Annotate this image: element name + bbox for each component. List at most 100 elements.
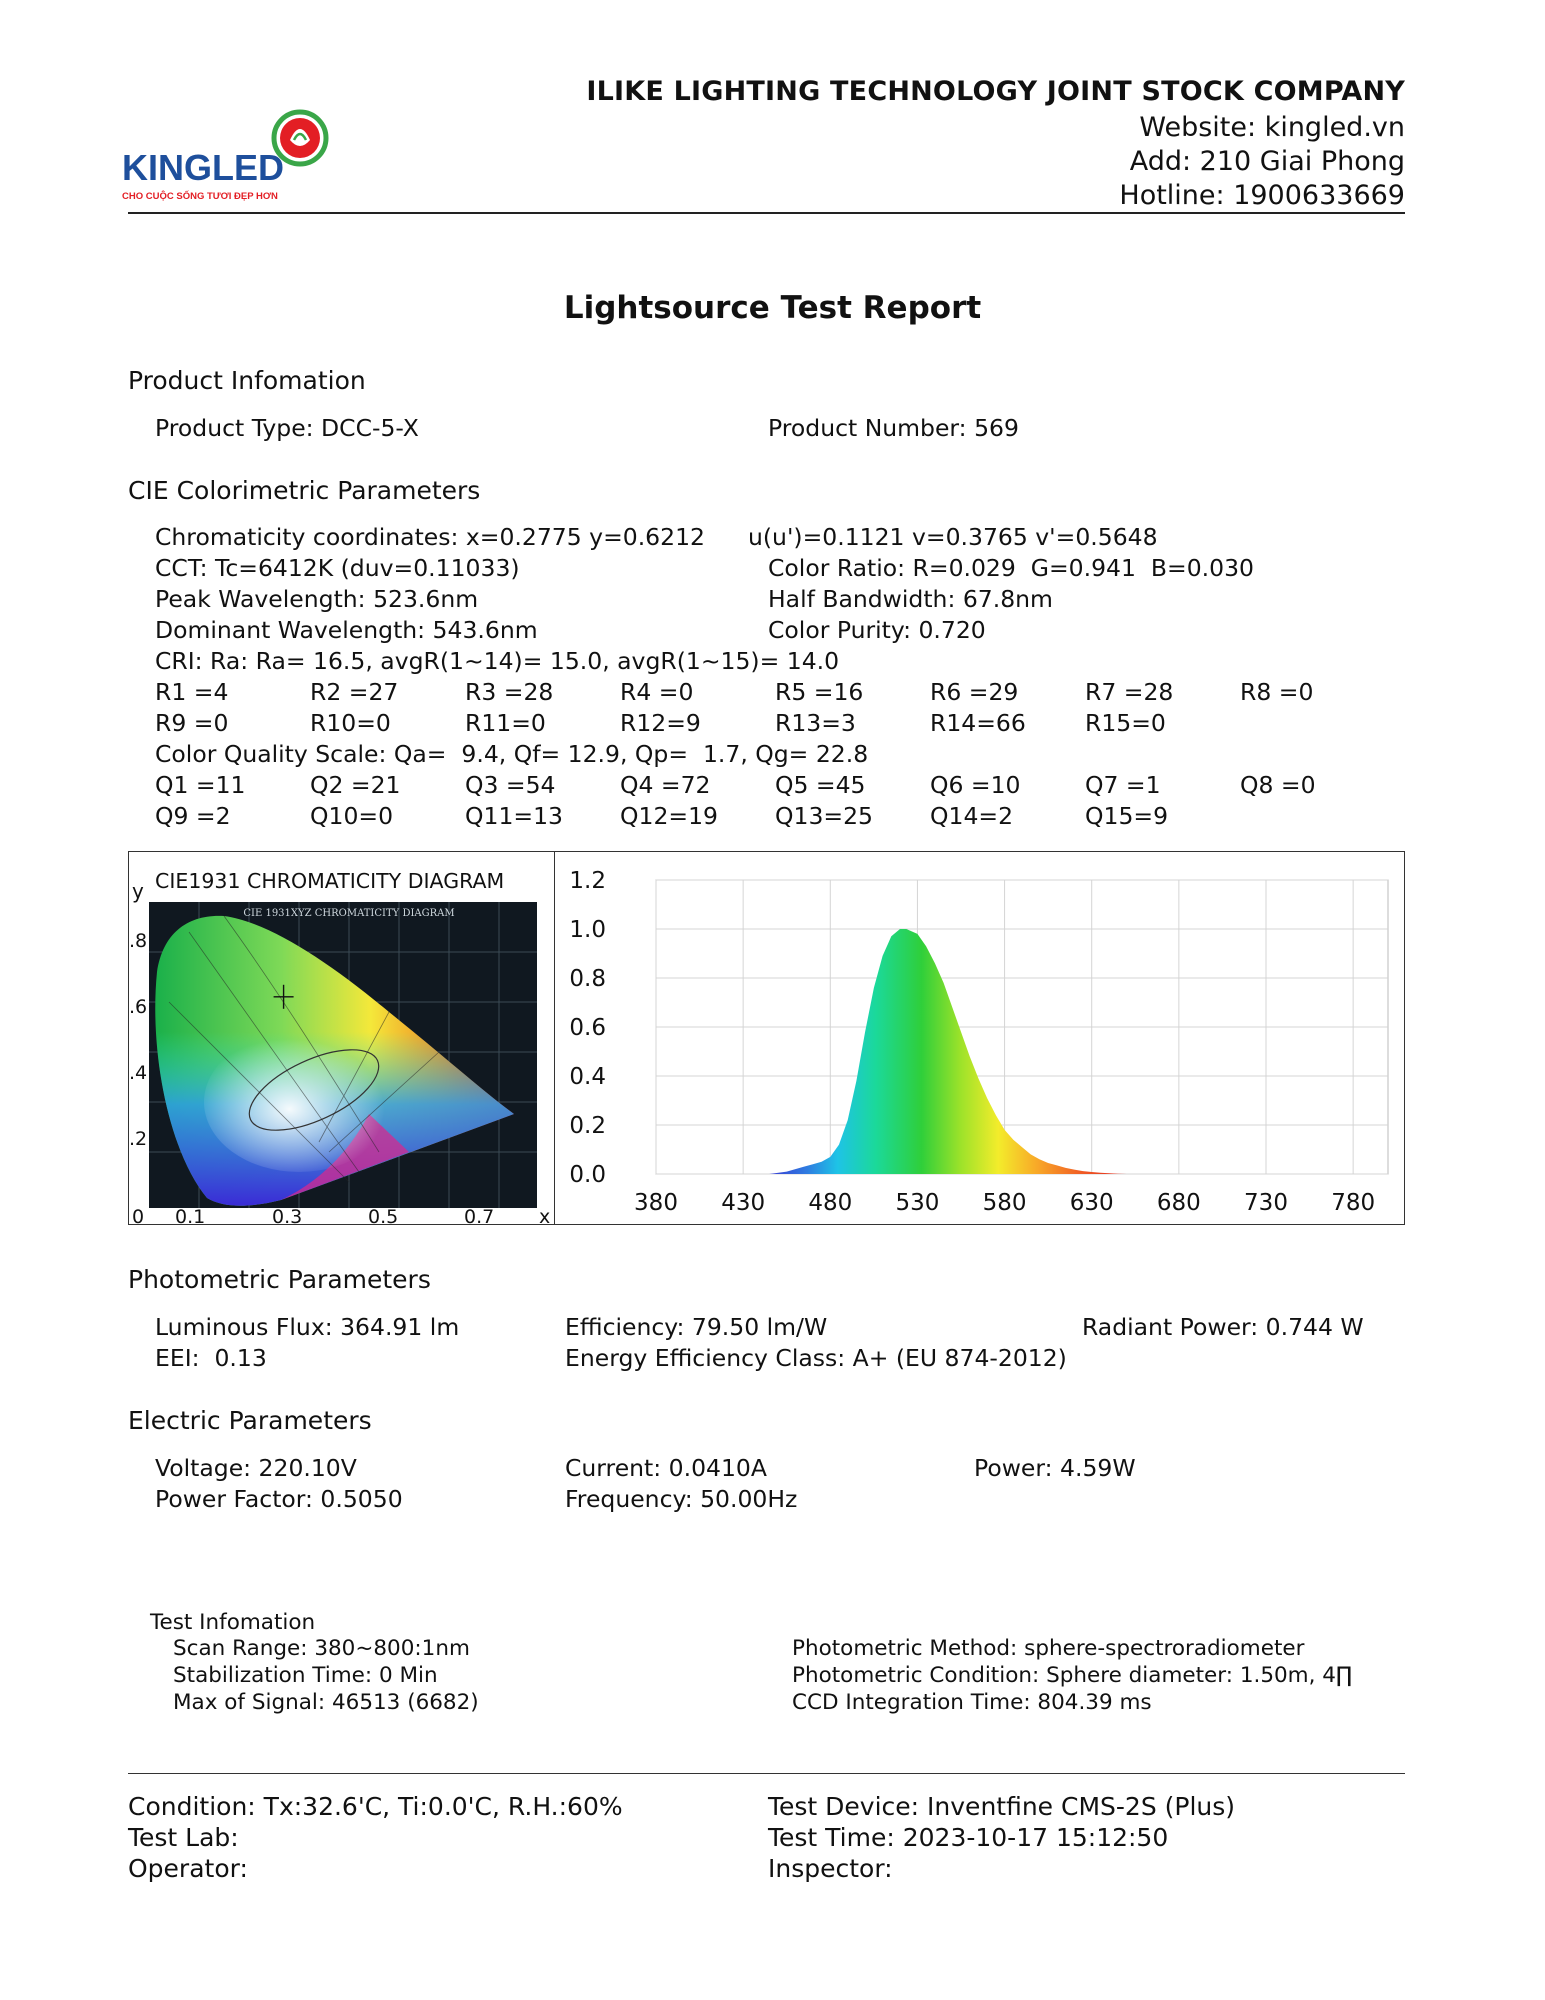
test-condition: Condition: Tx:32.6'C, Ti:0.0'C, R.H.:60%: [128, 1792, 623, 1821]
scan-range: Scan Range: 380~800:1nm: [173, 1636, 470, 1661]
x-tick-label: 380: [634, 1190, 678, 1216]
header-divider: [128, 212, 1405, 214]
product-type: Product Type: DCC-5-X: [155, 414, 419, 442]
r-value: R10=0: [310, 709, 391, 737]
q-value: Q4 =72: [620, 771, 711, 799]
power: Power: 4.59W: [974, 1454, 1136, 1482]
y-tick-label: 0.4: [569, 1064, 606, 1090]
r-value: R12=9: [620, 709, 701, 737]
r-value: R13=3: [775, 709, 856, 737]
report-title: Lightsource Test Report: [563, 290, 982, 326]
q-value: Q15=9: [1085, 802, 1169, 830]
y-tick-label: 0.8: [569, 966, 606, 992]
y-tick-label: 0.0: [569, 1162, 606, 1188]
stabilization-time: Stabilization Time: 0 Min: [173, 1663, 438, 1688]
q-value: Q3 =54: [465, 771, 556, 799]
cie-y-tick: .4: [129, 1062, 147, 1084]
power-factor: Power Factor: 0.5050: [155, 1485, 403, 1513]
r-value: R5 =16: [775, 678, 864, 706]
uv-coordinates: u(u')=0.1121 v=0.3765 v'=0.5648: [748, 523, 1158, 551]
x-tick-label: 780: [1331, 1190, 1375, 1216]
color-quality-scale: Color Quality Scale: Qa= 9.4, Qf= 12.9, …: [155, 740, 869, 768]
svg-text:CIE 1931XYZ CHROMATICITY DIAGR: CIE 1931XYZ CHROMATICITY DIAGRAM: [243, 908, 454, 919]
y-tick-label: 0.2: [569, 1113, 606, 1139]
y-tick-label: 1.0: [569, 917, 606, 943]
q-value: Q2 =21: [310, 771, 401, 799]
svg-text:CHO CUỘC SỐNG TƯƠI ĐẸP HƠN: CHO CUỘC SỐNG TƯƠI ĐẸP HƠN: [122, 190, 278, 202]
cie-x-tick: 0: [132, 1206, 144, 1224]
x-tick-label: 730: [1244, 1190, 1288, 1216]
cie-x-tick: 0.3: [272, 1206, 302, 1224]
cie-x-tick: 0.5: [368, 1206, 398, 1224]
y-tick-label: 1.2: [569, 868, 606, 894]
cie-x-tick: 0.1: [175, 1206, 205, 1224]
kingled-logo: KINGLED CHO CUỘC SỐNG TƯƠI ĐẸP HƠN: [122, 109, 329, 202]
cie-y-tick: .6: [129, 996, 147, 1018]
product-number: Product Number: 569: [768, 414, 1019, 442]
test-lab: Test Lab:: [128, 1823, 239, 1852]
cie-y-tick: .2: [129, 1128, 147, 1150]
eei: EEI: 0.13: [155, 1344, 267, 1372]
ccd-integration-time: CCD Integration Time: 804.39 ms: [792, 1690, 1152, 1715]
measured-point-marker: [273, 984, 294, 1009]
company-address: Add: 210 Giai Phong: [1129, 146, 1405, 177]
q-value: Q12=19: [620, 802, 718, 830]
q-value: Q8 =0: [1240, 771, 1316, 799]
energy-efficiency-class: Energy Efficiency Class: A+ (EU 874-2012…: [565, 1344, 1067, 1372]
cie-y-tick: .8: [129, 930, 147, 952]
cie-x-tick: 0.7: [464, 1206, 494, 1224]
r-value: R6 =29: [930, 678, 1019, 706]
x-tick-label: 580: [983, 1190, 1027, 1216]
q-value: Q5 =45: [775, 771, 866, 799]
x-tick-label: 680: [1157, 1190, 1201, 1216]
r-value: R7 =28: [1085, 678, 1174, 706]
r-value: R8 =0: [1240, 678, 1314, 706]
test-time: Test Time: 2023-10-17 15:12:50: [768, 1823, 1169, 1852]
product-heading: Product Infomation: [128, 366, 366, 395]
r-value: R9 =0: [155, 709, 229, 737]
company-hotline: Hotline: 1900633669: [1119, 180, 1405, 211]
electric-heading: Electric Parameters: [128, 1406, 372, 1435]
x-tick-label: 430: [721, 1190, 765, 1216]
r-value: R11=0: [465, 709, 546, 737]
q-value: Q13=25: [775, 802, 873, 830]
r-value: R3 =28: [465, 678, 554, 706]
q-value: Q1 =11: [155, 771, 246, 799]
q-value: Q7 =1: [1085, 771, 1161, 799]
figure-divider: [554, 851, 555, 1225]
cie-y-label: y: [132, 879, 144, 903]
frequency: Frequency: 50.00Hz: [565, 1485, 798, 1513]
q-value: Q10=0: [310, 802, 394, 830]
operator: Operator:: [128, 1854, 248, 1883]
current: Current: 0.0410A: [565, 1454, 767, 1482]
r-value: R2 =27: [310, 678, 399, 706]
chromaticity-coordinates: Chromaticity coordinates: x=0.2775 y=0.6…: [155, 523, 705, 551]
company-name: ILIKE LIGHTING TECHNOLOGY JOINT STOCK CO…: [586, 76, 1405, 107]
radiant-power: Radiant Power: 0.744 W: [1082, 1313, 1364, 1341]
r-value: R15=0: [1085, 709, 1166, 737]
peak-wavelength: Peak Wavelength: 523.6nm: [155, 585, 479, 613]
x-tick-label: 630: [1070, 1190, 1114, 1216]
luminous-flux: Luminous Flux: 364.91 lm: [155, 1313, 460, 1341]
svg-text:KINGLED: KINGLED: [122, 147, 284, 188]
footer-divider: [128, 1773, 1405, 1774]
color-purity: Color Purity: 0.720: [768, 616, 986, 644]
test-info-heading: Test Infomation: [150, 1610, 316, 1635]
photometric-heading: Photometric Parameters: [128, 1265, 431, 1294]
company-website: Website: kingled.vn: [1139, 112, 1405, 143]
x-tick-label: 530: [895, 1190, 939, 1216]
y-tick-label: 0.6: [569, 1015, 606, 1041]
photometric-method: Photometric Method: sphere-spectroradiom…: [792, 1636, 1305, 1661]
q-value: Q14=2: [930, 802, 1014, 830]
cct-value: CCT: Tc=6412K (duv=0.11033): [155, 554, 520, 582]
cie-chromaticity-diagram: CIE 1931XYZ CHROMATICITY DIAGRAM CIE1931…: [129, 869, 550, 1224]
efficiency: Efficiency: 79.50 lm/W: [565, 1313, 828, 1341]
cie-heading: CIE Colorimetric Parameters: [128, 476, 481, 505]
cie-x-label: x: [539, 1206, 550, 1224]
q-value: Q9 =2: [155, 802, 231, 830]
dominant-wavelength: Dominant Wavelength: 543.6nm: [155, 616, 538, 644]
r-value: R4 =0: [620, 678, 694, 706]
q-value: Q6 =10: [930, 771, 1021, 799]
spectrum-chart: 1.2 1.0 0.8 0.6 0.4 0.2 0.0 380 430 480 530 580 630…: [569, 868, 1389, 1216]
voltage: Voltage: 220.10V: [155, 1454, 357, 1482]
